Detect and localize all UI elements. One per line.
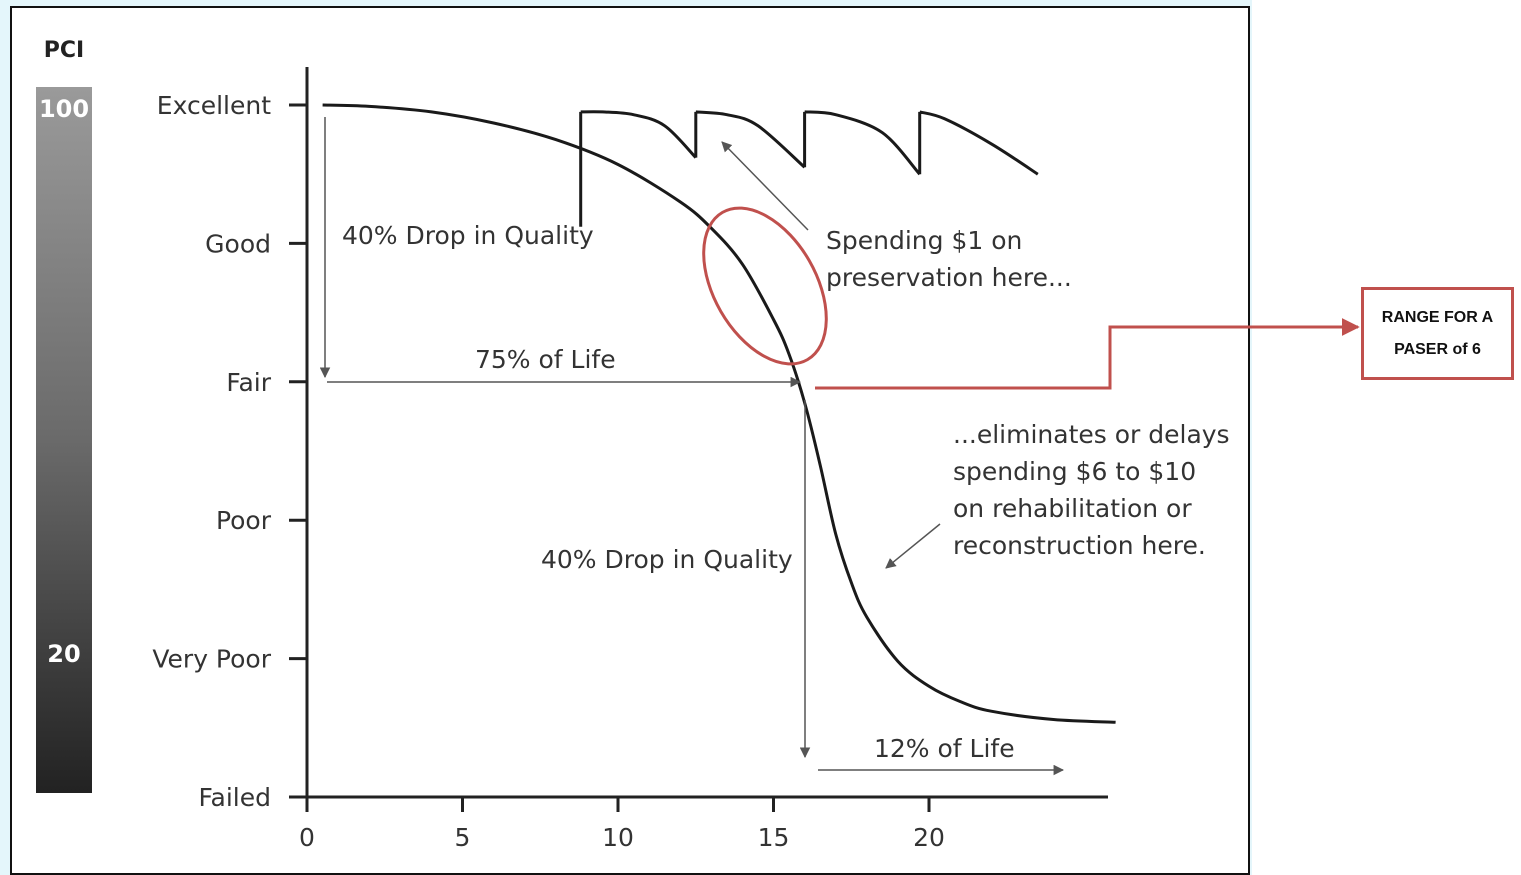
life75-label: 75% of Life <box>475 345 616 374</box>
highlight-ellipse <box>702 206 828 366</box>
x-axis-ticks: 0 5 10 15 20 <box>299 797 945 852</box>
spend1-label-line2: preservation here... <box>826 263 1072 292</box>
elim-label-line2: spending $6 to $10 <box>953 457 1196 486</box>
pci-gradient-bar <box>36 87 92 793</box>
y-tick-label: Very Poor <box>152 645 271 674</box>
y-tick-label: Poor <box>216 506 272 535</box>
right-panel <box>1252 0 1521 875</box>
paser-range-callout: RANGE FOR A PASER of 6 <box>1361 287 1514 380</box>
x-tick-label: 5 <box>455 823 471 852</box>
spend1-pointer <box>721 141 809 231</box>
x-tick-label: 20 <box>913 823 945 852</box>
y-tick-label: Good <box>205 229 271 258</box>
chart-frame <box>10 6 1250 875</box>
y-tick-label: Fair <box>226 368 271 397</box>
elim-pointer <box>885 523 941 569</box>
x-tick-label: 0 <box>299 823 315 852</box>
elim-label-line4: reconstruction here. <box>953 531 1206 560</box>
y-tick-label: Excellent <box>157 91 271 120</box>
x-tick-label: 10 <box>602 823 634 852</box>
y-axis-ticks: Excellent Good Fair Poor Very Poor Failed <box>152 91 307 812</box>
preservation-curve <box>579 110 1039 227</box>
drop2-label: 40% Drop in Quality <box>541 545 793 574</box>
y-tick-label: Failed <box>198 783 271 812</box>
elim-label-line3: on rehabilitation or <box>953 494 1192 523</box>
pci-tick-100: 100 <box>39 95 89 123</box>
deterioration-curve <box>322 103 1116 724</box>
life12-label: 12% of Life <box>874 734 1015 763</box>
drop1-label: 40% Drop in Quality <box>342 221 594 250</box>
pci-tick-20: 20 <box>47 640 80 668</box>
elim-label-line1: ...eliminates or delays <box>953 420 1230 449</box>
pci-scale-title: PCI <box>44 38 84 63</box>
spend1-label-line1: Spending $1 on <box>826 226 1022 255</box>
x-tick-label: 15 <box>758 823 790 852</box>
callout-connector <box>815 318 1360 390</box>
